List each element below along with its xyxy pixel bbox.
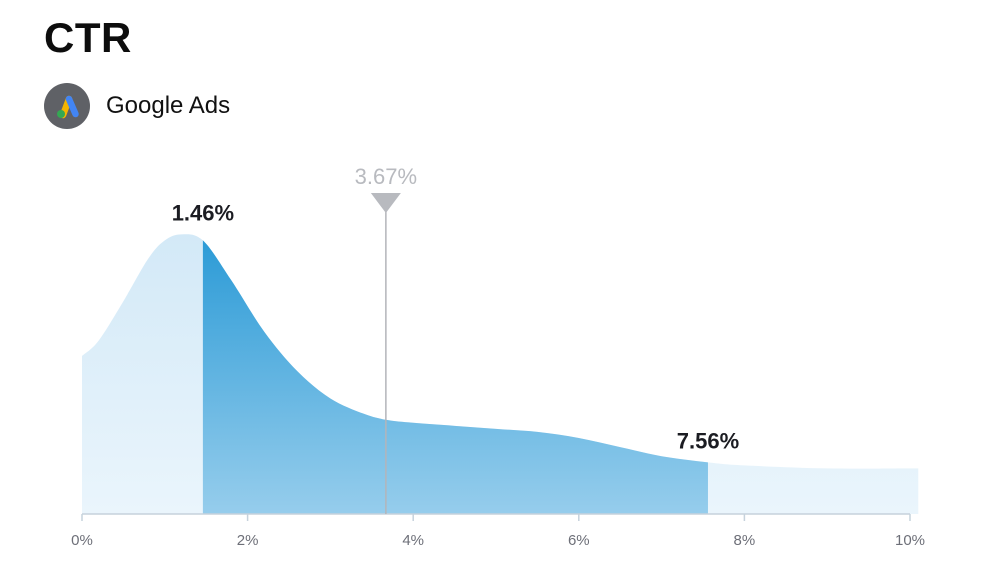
range-high-label: 7.56% — [677, 428, 739, 453]
google-ads-icon — [44, 83, 90, 129]
x-tick-label: 8% — [734, 532, 756, 549]
x-tick-label: 2% — [237, 532, 259, 549]
highlighted-range-area — [202, 240, 708, 514]
data-source: Google Ads — [44, 83, 230, 129]
average-marker-label: 3.67% — [355, 164, 417, 189]
page-title: CTR — [44, 14, 132, 61]
average-marker-triangle — [370, 193, 401, 213]
range-low-label: 1.46% — [172, 200, 234, 225]
source-name: Google Ads — [106, 92, 231, 119]
x-tick-label: 4% — [402, 532, 424, 549]
x-tick-label: 6% — [568, 532, 590, 549]
x-tick-label: 0% — [71, 532, 93, 549]
x-tick-label: 10% — [895, 532, 925, 549]
